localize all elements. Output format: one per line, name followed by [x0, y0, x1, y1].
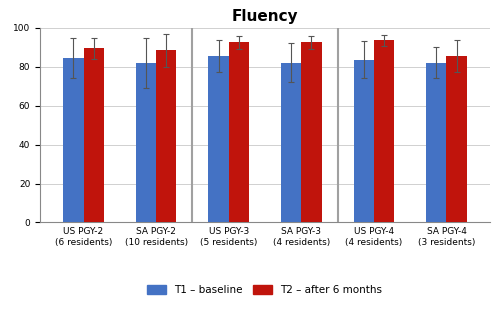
Bar	[374, 40, 394, 222]
Title: Fluency: Fluency	[232, 9, 298, 24]
Bar	[302, 42, 322, 222]
Bar	[136, 63, 156, 222]
Legend: T1 – baseline, T2 – after 6 months: T1 – baseline, T2 – after 6 months	[144, 281, 386, 299]
Bar	[446, 56, 467, 222]
Bar	[426, 63, 446, 222]
Bar	[84, 48, 104, 222]
Bar	[156, 50, 176, 222]
Bar	[63, 58, 84, 222]
Bar	[228, 42, 249, 222]
Bar	[208, 56, 229, 222]
Bar	[354, 60, 374, 222]
Bar	[281, 63, 301, 222]
